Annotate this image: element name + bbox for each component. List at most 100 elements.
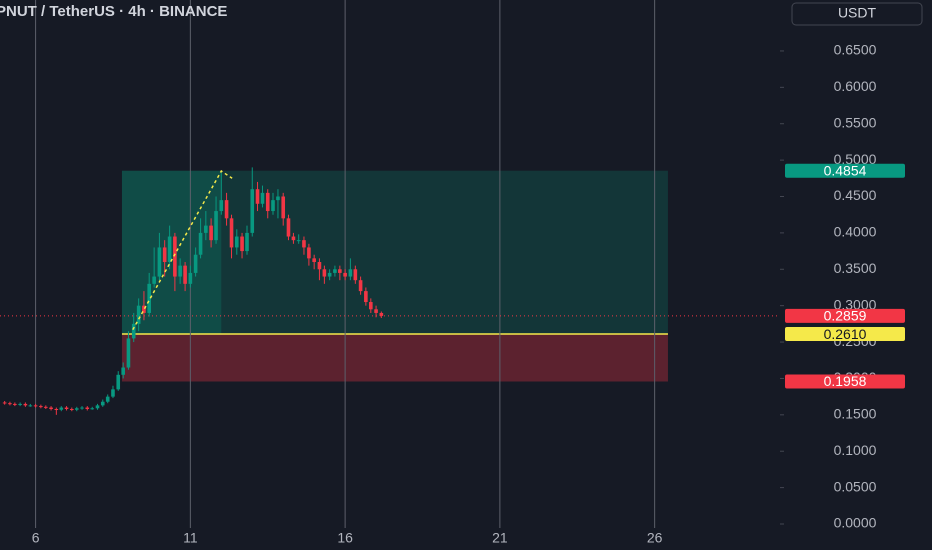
y-tick-label: 0.5500: [834, 114, 877, 130]
candle-body: [291, 236, 296, 241]
candle-body: [338, 269, 342, 273]
candle-body: [188, 272, 193, 284]
candle-body: [193, 254, 198, 273]
candle-body: [59, 407, 64, 410]
y-tick-label: 0.0000: [834, 515, 877, 531]
candle-body: [152, 276, 156, 284]
price-tag: [785, 327, 905, 342]
candle-body: [64, 407, 69, 410]
price-tag-label: 0.4854: [824, 162, 867, 178]
candle-body: [234, 236, 239, 248]
currency-label[interactable]: USDT: [838, 5, 877, 21]
candle-body: [245, 232, 249, 252]
candle-body: [343, 272, 347, 277]
candle-body: [95, 405, 100, 409]
candle-body: [28, 405, 33, 407]
currency-button[interactable]: [791, 2, 923, 26]
candle-body: [23, 403, 28, 406]
profit-zone: [121, 170, 668, 335]
candle-body: [276, 196, 280, 201]
candle-body: [302, 240, 306, 248]
trendline: [132, 169, 233, 331]
candle-body: [364, 291, 368, 303]
candle-body: [224, 200, 229, 219]
candle-body: [260, 192, 265, 204]
candle-body: [322, 269, 327, 277]
candle-body: [8, 403, 12, 405]
candle-body: [173, 236, 177, 277]
y-tick-label: 0.1500: [834, 406, 877, 422]
candle-body: [157, 247, 162, 277]
candle-body: [255, 189, 260, 204]
x-tick-label: 21: [492, 530, 508, 546]
candle-body: [333, 269, 337, 273]
position-zones: [121, 170, 668, 382]
candle-body: [100, 401, 105, 406]
price-tag: [785, 163, 905, 178]
candle-body: [167, 236, 172, 262]
candle-body: [183, 265, 187, 284]
y-tick-label: 0.4000: [834, 224, 877, 240]
candle-body: [353, 269, 358, 281]
candle-body: [13, 403, 17, 405]
candle-body: [147, 283, 151, 313]
candle-body: [198, 232, 203, 255]
candle-body: [116, 374, 121, 390]
y-tick-label: 0.4500: [834, 187, 877, 203]
candle-body: [271, 200, 275, 212]
candle-body: [18, 403, 22, 405]
price-tag-label: 0.2859: [824, 308, 867, 324]
candle-body: [54, 409, 59, 411]
candle-body: [281, 196, 286, 219]
y-tick-label: 0.5000: [834, 151, 877, 167]
loss-zone: [121, 334, 668, 382]
candle-body: [74, 408, 79, 410]
candle-body: [374, 309, 378, 313]
candle-body: [219, 200, 224, 212]
candle-body: [126, 338, 131, 368]
candle-body: [80, 407, 84, 409]
grid: 6 11 16 21 26: [0, 0, 780, 546]
profit-highlight: [121, 170, 222, 335]
candle-body: [286, 218, 291, 237]
candle-body: [33, 405, 38, 407]
x-tick-label: 6: [32, 530, 40, 546]
candle-body: [131, 323, 136, 339]
candle-body: [111, 389, 115, 397]
candle-body: [44, 406, 48, 408]
candle-body: [348, 269, 353, 277]
candle-body: [121, 367, 125, 375]
price-tag-label: 0.2610: [824, 326, 867, 342]
chart-title: PNUT / TetherUS · 4h · BINANCE: [0, 3, 227, 20]
candle-body: [358, 280, 363, 292]
x-tick-label: 16: [337, 530, 353, 546]
candle-body: [178, 265, 182, 277]
candle-body: [49, 407, 53, 410]
candle-body: [204, 225, 208, 233]
candle-body: [2, 402, 7, 404]
candle-body: [369, 302, 373, 310]
candle-body: [162, 247, 167, 262]
candle-body: [90, 408, 95, 410]
y-tick-label: 0.0500: [834, 478, 877, 494]
y-tick-label: 0.3000: [834, 296, 877, 312]
x-tick-label: 11: [183, 530, 198, 546]
price-tag-label: 0.1958: [824, 373, 867, 389]
y-tick-label: 0.1000: [834, 442, 877, 458]
candles: [2, 167, 384, 415]
candle-body: [265, 192, 270, 212]
candle-body: [379, 312, 384, 316]
candle-body: [229, 218, 234, 248]
candle-body: [296, 240, 301, 242]
y-tick-label: 0.6000: [834, 78, 877, 94]
candle-body: [240, 236, 244, 252]
candle-body: [250, 189, 255, 233]
candle-body: [136, 305, 141, 324]
candle-body: [142, 305, 146, 313]
candle-body: [307, 247, 311, 259]
candle-body: [105, 396, 110, 402]
candle-body: [214, 211, 218, 241]
